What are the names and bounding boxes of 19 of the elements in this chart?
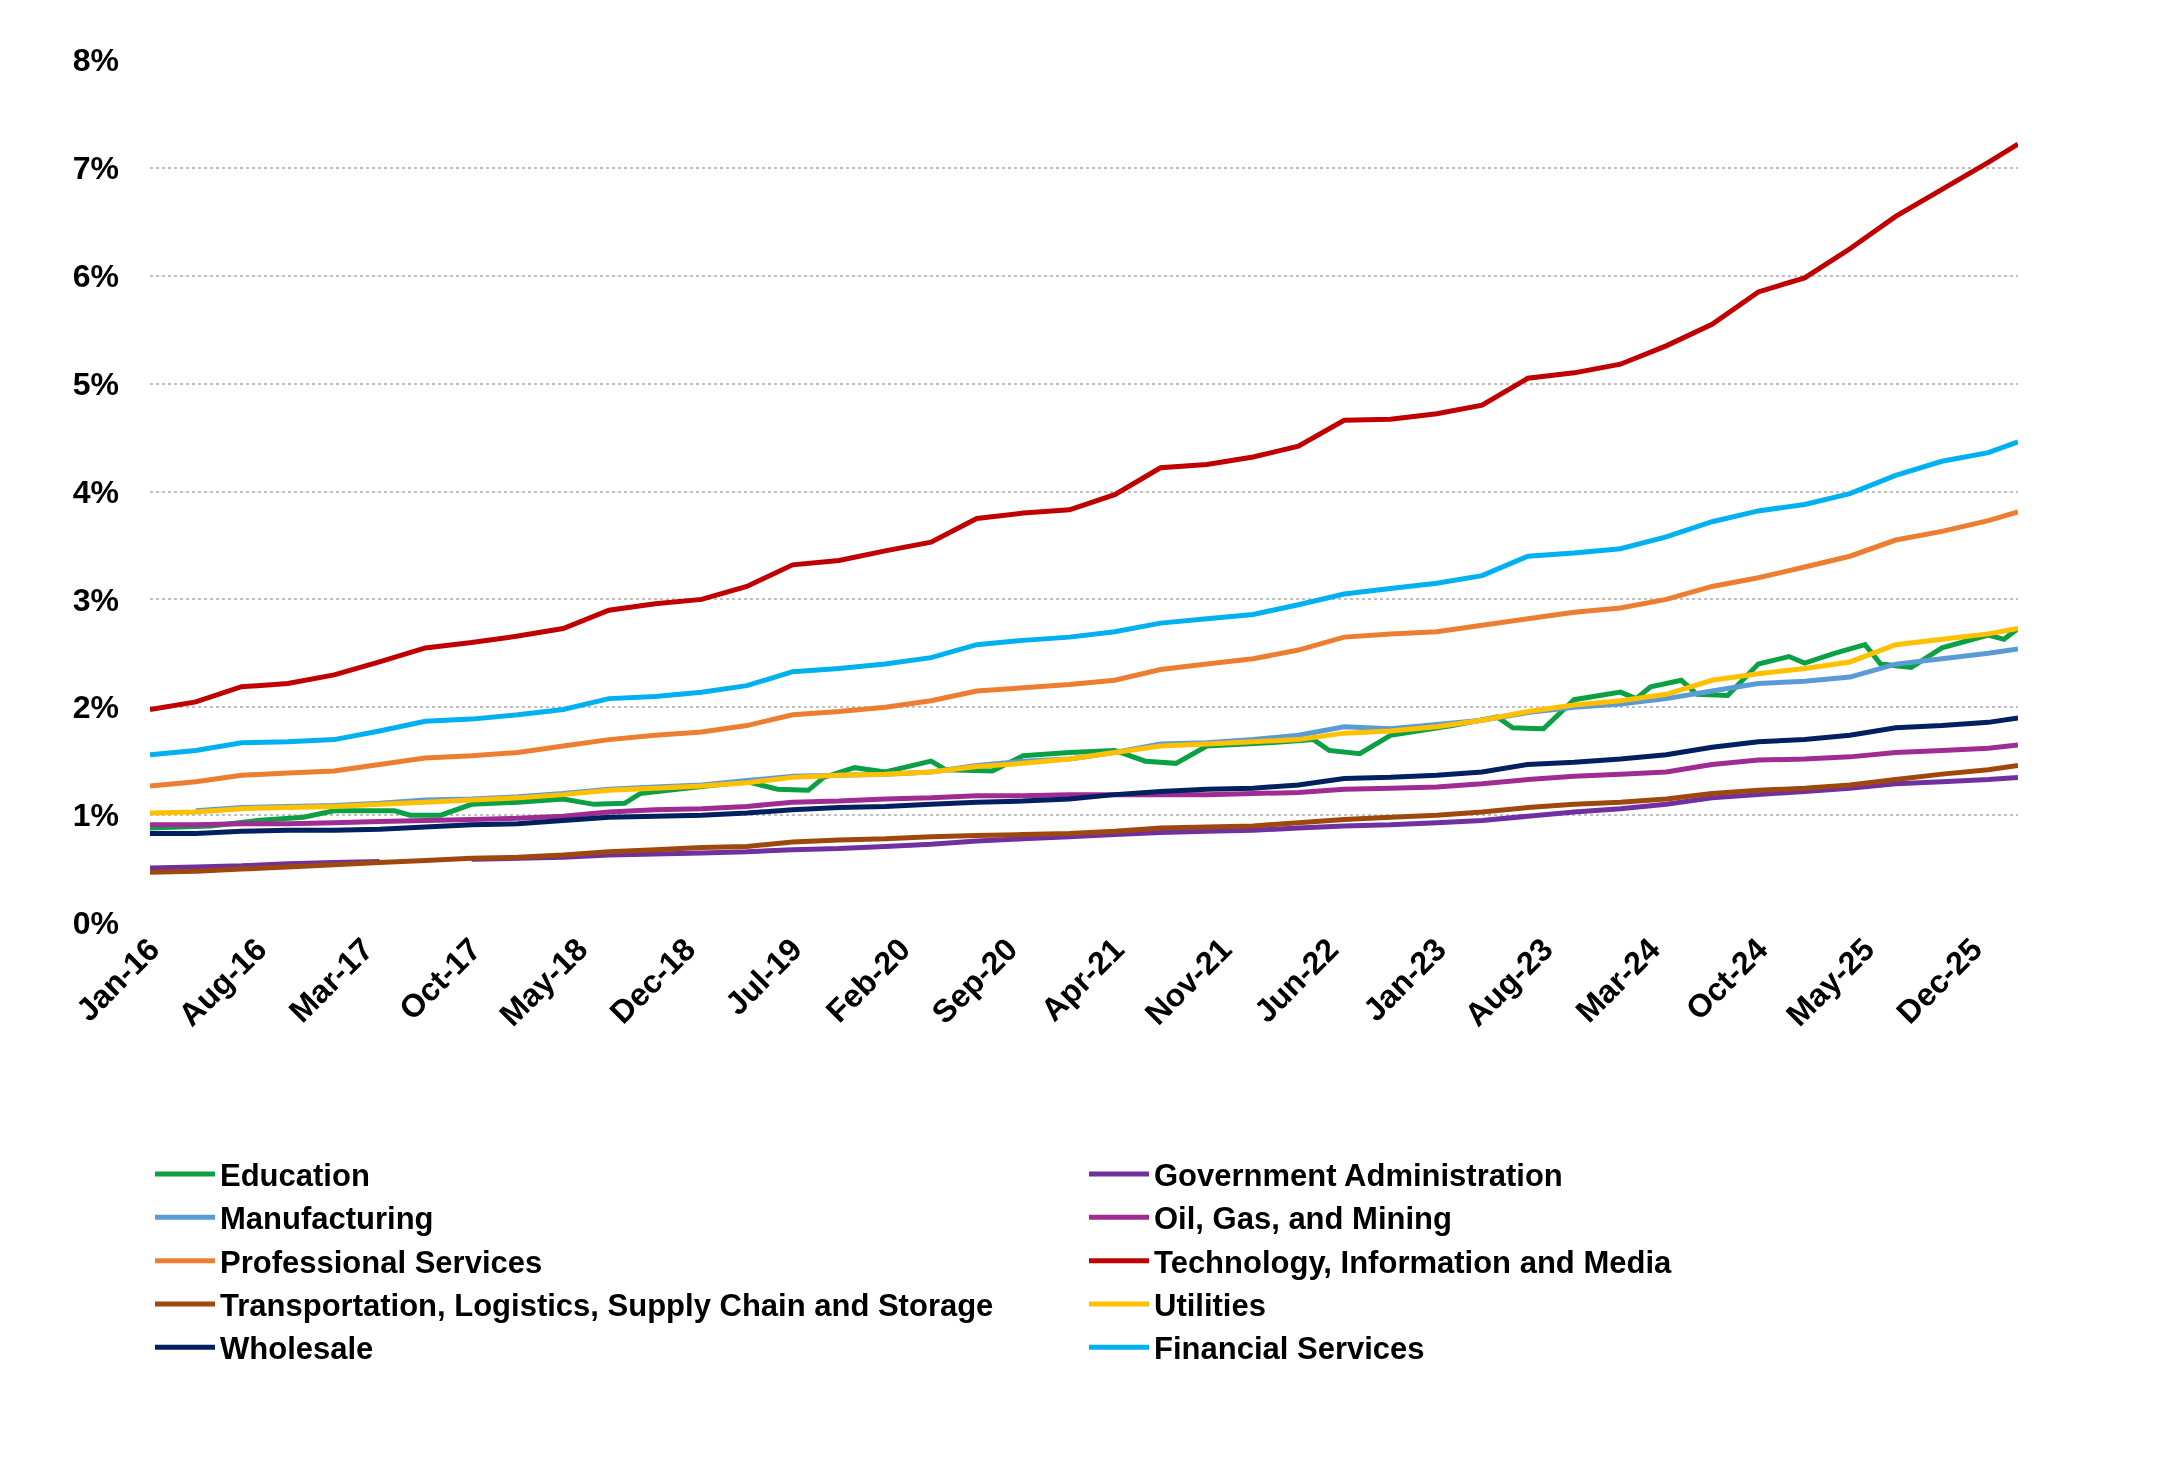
legend-label: Government Administration [1154, 1158, 1563, 1194]
legend-label: Manufacturing [220, 1201, 434, 1237]
y-tick-label: 0% [72, 905, 119, 942]
legend-label: Transportation, Logistics, Supply Chain and Storage [220, 1288, 994, 1324]
y-tick-label: 4% [72, 473, 119, 510]
y-tick-label: 1% [72, 797, 119, 834]
y-tick-label: 5% [72, 365, 119, 402]
legend-label: Technology, Information and Media [1154, 1244, 1673, 1280]
y-tick-label: 6% [72, 257, 119, 294]
legend-label: Oil, Gas, and Mining [1154, 1201, 1452, 1237]
legend-label: Wholesale [220, 1331, 374, 1367]
legend-label: Financial Services [1154, 1331, 1425, 1367]
legend-label: Utilities [1154, 1288, 1266, 1324]
legend-label: Professional Services [220, 1244, 543, 1280]
y-tick-label: 2% [72, 689, 119, 726]
y-tick-label: 8% [72, 42, 119, 79]
y-tick-label: 3% [72, 581, 119, 618]
legend-label: Education [220, 1158, 370, 1194]
y-tick-label: 7% [72, 150, 119, 187]
